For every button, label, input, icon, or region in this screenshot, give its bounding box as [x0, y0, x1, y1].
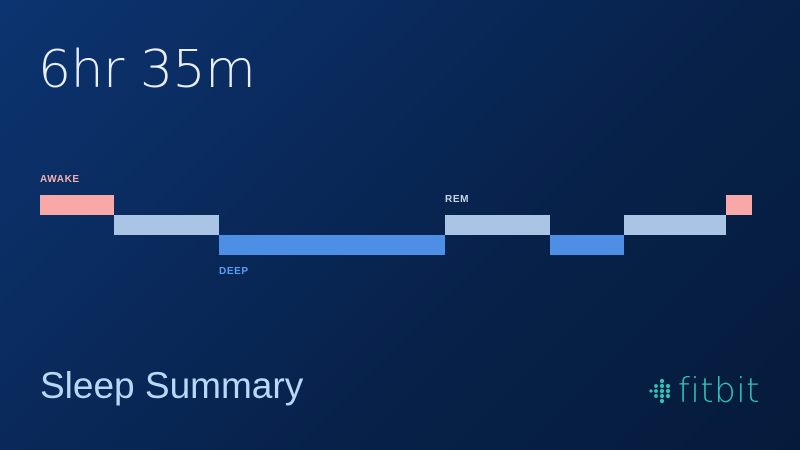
deep-segment: [550, 235, 624, 255]
rem-segment: [445, 215, 550, 235]
deep-segment: [219, 235, 445, 255]
fitbit-logo: fitbit: [648, 374, 760, 408]
fitbit-wordmark: fitbit: [677, 371, 760, 411]
light-segment: [114, 215, 219, 235]
awake-segment: [726, 195, 752, 215]
sleep-duration: 6hr 35m: [38, 40, 256, 100]
awake-stage-label: AWAKE: [40, 174, 80, 185]
awake-segment: [40, 195, 114, 215]
deep-stage-label: DEEP: [219, 266, 249, 277]
sleep-summary-title: Sleep Summary: [40, 365, 304, 406]
rem-stage-label: REM: [445, 194, 470, 205]
light-segment: [624, 215, 726, 235]
fitbit-dots-icon: [649, 378, 670, 404]
